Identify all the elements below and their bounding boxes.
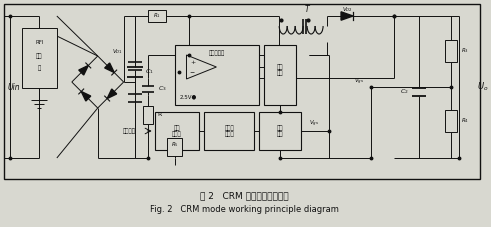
Text: $C_2$: $C_2$: [400, 88, 409, 96]
Text: $R_4$: $R_4$: [461, 116, 469, 126]
Polygon shape: [81, 91, 91, 101]
Text: 滤波: 滤波: [36, 53, 43, 59]
Bar: [22, 28, 57, 88]
Text: $R_1$: $R_1$: [153, 12, 161, 20]
Text: $R_3$: $R_3$: [461, 47, 468, 55]
Text: 基准
电流: 基准 电流: [277, 64, 283, 76]
Text: RFI: RFI: [35, 39, 44, 44]
Polygon shape: [79, 65, 88, 75]
Text: 图 2   CRM 模式工作原理框图: 图 2 CRM 模式工作原理框图: [200, 192, 289, 200]
Bar: [204, 112, 254, 150]
Text: R: R: [158, 113, 162, 118]
Bar: [166, 138, 183, 156]
Text: $C_3$: $C_3$: [158, 84, 166, 94]
Text: Uin: Uin: [8, 82, 20, 91]
Polygon shape: [105, 63, 114, 73]
Bar: [148, 10, 165, 22]
Bar: [445, 40, 457, 62]
Text: 参考
乘注器: 参考 乘注器: [172, 125, 182, 137]
Text: $R_5$: $R_5$: [170, 141, 178, 149]
Text: $V_{gs}$: $V_{gs}$: [309, 119, 319, 129]
Text: 控制
逻辑: 控制 逻辑: [277, 125, 283, 137]
Bar: [445, 110, 457, 132]
Text: 器: 器: [38, 65, 41, 71]
Bar: [155, 112, 199, 150]
Text: Fig. 2   CRM mode working principle diagram: Fig. 2 CRM mode working principle diagra…: [150, 205, 339, 215]
Text: +: +: [190, 59, 195, 64]
Polygon shape: [187, 55, 217, 79]
Polygon shape: [107, 89, 117, 99]
Text: $V_{D1}$: $V_{D1}$: [112, 47, 123, 57]
Text: −: −: [190, 69, 195, 74]
Text: 电流比
较检测: 电流比 较检测: [224, 125, 234, 137]
Text: 交流输入: 交流输入: [123, 128, 136, 134]
Text: T: T: [305, 5, 309, 15]
Bar: [174, 45, 259, 105]
Bar: [259, 112, 301, 150]
Text: 2.5V●: 2.5V●: [180, 94, 197, 99]
Text: $C_1$: $C_1$: [144, 68, 153, 76]
Bar: [142, 106, 153, 124]
Bar: [4, 4, 480, 179]
Text: $V_{gs}$: $V_{gs}$: [354, 77, 364, 87]
Text: $V_{D2}$: $V_{D2}$: [342, 5, 353, 15]
Polygon shape: [341, 12, 353, 20]
Bar: [264, 45, 296, 105]
Text: 误差放大器: 误差放大器: [209, 50, 225, 56]
Text: $U_o$: $U_o$: [477, 81, 488, 93]
